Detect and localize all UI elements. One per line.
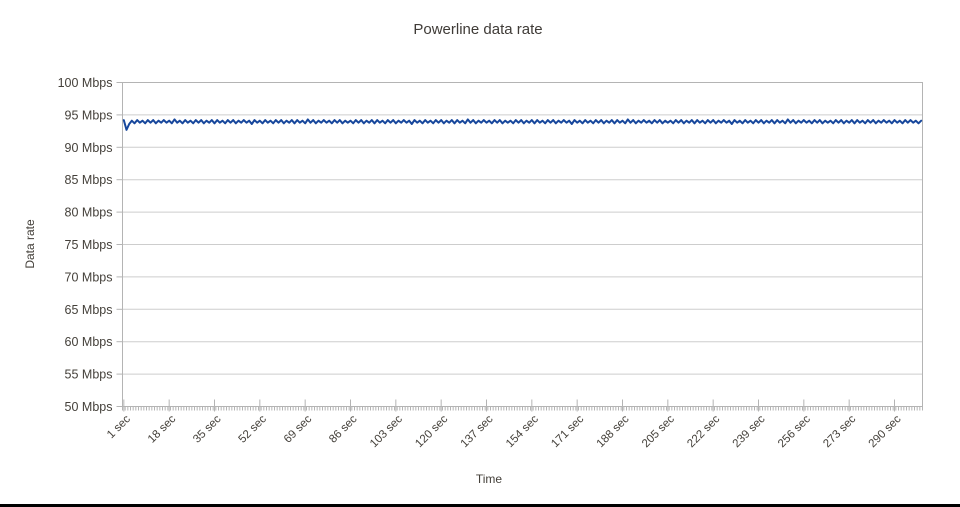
y-tick-label: 75 Mbps [65, 238, 113, 252]
x-tick-label: 103 sec [368, 413, 405, 450]
y-tick-label: 60 Mbps [65, 335, 113, 349]
y-tick-label: 50 Mbps [65, 400, 113, 414]
x-tick-label: 290 sec [867, 413, 904, 450]
x-tick-label: 222 sec [685, 413, 722, 450]
x-tick-label: 205 sec [640, 413, 677, 450]
y-tick-label: 95 Mbps [65, 108, 113, 122]
horizontal-gridlines [122, 82, 923, 407]
window-bottom-border [0, 504, 960, 507]
y-tick-label: 80 Mbps [65, 206, 113, 220]
x-tick-label: 154 sec [504, 413, 541, 450]
x-tick-label: 69 sec [282, 413, 315, 446]
x-tick-label: 35 sec [191, 413, 224, 446]
y-tick-label: 70 Mbps [65, 270, 113, 284]
y-tick-label: 85 Mbps [65, 173, 113, 187]
x-tick-label: 86 sec [327, 413, 360, 446]
y-axis-ticks-and-labels: 100 Mbps 95 Mbps 90 Mbps 85 Mbps 80 Mbps 75 M… [58, 76, 123, 414]
x-tick-label: 188 sec [595, 413, 632, 450]
y-tick-label: 55 Mbps [65, 368, 113, 382]
x-tick-label: 18 sec [146, 413, 179, 446]
x-tick-label: 256 sec [776, 413, 813, 450]
x-tick-label: 137 sec [459, 413, 496, 450]
chart-title: Powerline data rate [413, 21, 543, 38]
y-tick-label: 100 Mbps [58, 76, 113, 90]
y-tick-label: 90 Mbps [65, 141, 113, 155]
data-rate-series-line [122, 118, 923, 131]
x-tick-label: 171 sec [549, 413, 586, 450]
x-tick-label: 1 sec [105, 413, 133, 441]
x-tick-label: 239 sec [731, 413, 768, 450]
x-tick-label: 52 sec [237, 413, 270, 446]
x-tick-label: 273 sec [821, 413, 858, 450]
y-tick-label: 65 Mbps [65, 303, 113, 317]
x-tick-label: 120 sec [413, 413, 450, 450]
x-axis-title: Time [475, 472, 503, 486]
x-axis-minor-ticks [122, 406, 923, 411]
